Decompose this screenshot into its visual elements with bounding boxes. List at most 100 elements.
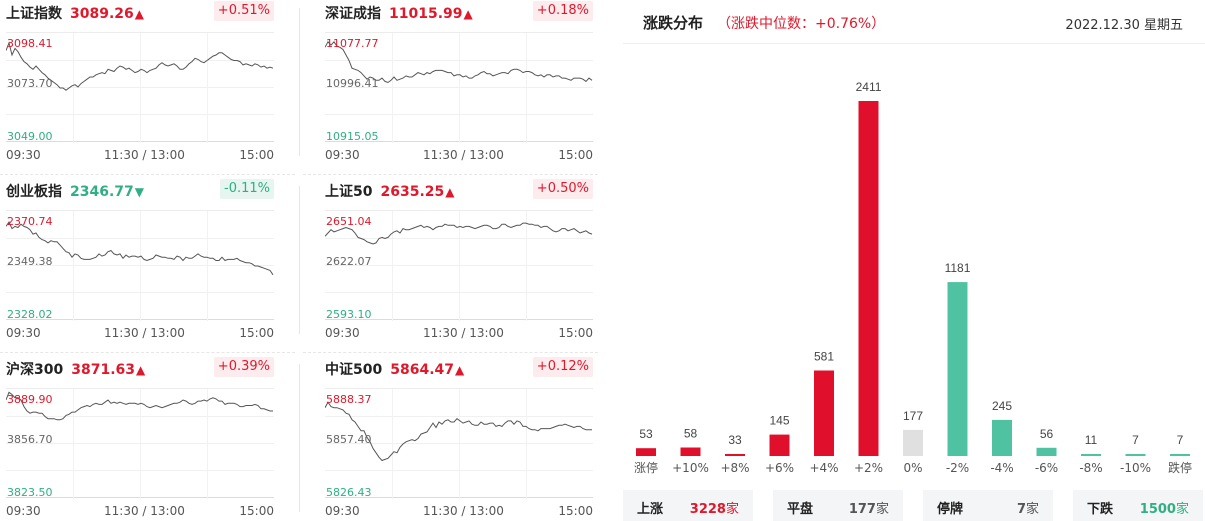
chart-low-label: 10915.05 [326,130,379,143]
distribution-panel: 涨跌分布 （涨跌中位数：+0.76%） 2022.12.30 星期五 53 涨停 5… [623,0,1205,521]
index-card-2[interactable]: 深证成指 11015.99▲ +0.18% 11077.77 10996.41 1… [325,0,593,171]
summary-unit: 家 [875,502,889,517]
bar-+10% [680,447,701,456]
summary-unit: 家 [725,502,739,517]
summary-count: 7 [1016,502,1026,517]
intraday-chart: 11077.77 10996.41 10915.05 [325,32,593,143]
time-mid-label: 11:30 / 13:00 [104,148,185,162]
index-card-5[interactable]: 沪深300 3871.63▲ +0.39% 3889.90 3856.70 382… [6,356,274,521]
summary-label: 停牌 [937,502,964,517]
time-axis: 09:30 11:30 / 13:00 15:00 [325,504,593,518]
bar-category-label: +6% [765,461,794,475]
chart-high-label: 3889.90 [7,393,53,406]
bar-category-label: 跌停 [1168,460,1192,475]
summary-item: 下跌 1500家 [1073,490,1203,521]
summary-value: 177家 [849,498,889,517]
summary-label: 上涨 [637,502,664,517]
index-change-badge: +0.50% [532,179,593,199]
bar-category-label: +2% [854,461,883,475]
index-change-badge: +0.12% [532,357,593,377]
row-divider [303,352,598,353]
distribution-header: 涨跌分布 （涨跌中位数：+0.76%） 2022.12.30 星期五 [623,0,1205,44]
chart-low-label: 2593.10 [326,308,372,321]
bar-0% [903,429,923,456]
bar-category-label: -4% [990,461,1013,475]
bar-category-label: +4% [809,461,838,475]
index-card-4[interactable]: 上证50 2635.25▲ +0.50% 2651.04 2622.07 2593… [325,178,593,349]
summary-item: 停牌 7家 [923,490,1053,521]
summary-item: 上涨 3228家 [623,490,753,521]
bar-category-label: +8% [720,461,749,475]
bar-value-label: 7 [1177,433,1184,447]
summary-label: 下跌 [1087,502,1114,517]
bar-+4% [814,370,834,456]
time-end-label: 15:00 [239,148,274,162]
bar-value-label: 2411 [856,80,882,94]
bar-跌停 [1170,454,1190,456]
index-card-6[interactable]: 中证500 5864.47▲ +0.12% 5888.37 5857.40 582… [325,356,593,521]
index-change-badge: +0.18% [532,1,593,21]
index-change-badge: +0.51% [213,1,274,21]
time-start-label: 09:30 [325,504,360,518]
index-card-1[interactable]: 上证指数 3089.26▲ +0.51% 3098.41 3073.70 3049… [6,0,274,171]
chart-mid-label: 2622.07 [326,255,372,268]
bar-value-label: 33 [728,433,742,447]
summary-count: 3228 [689,502,726,517]
time-start-label: 09:30 [325,148,360,162]
summary-value: 3228家 [690,498,739,517]
bar-category-label: 涨停 [634,460,658,475]
time-start-label: 09:30 [6,326,41,340]
index-header: 中证500 5864.47▲ +0.12% [325,356,593,380]
chart-mid-label: 2349.38 [7,255,53,268]
index-header: 深证成指 11015.99▲ +0.18% [325,0,593,24]
chart-mid-label: 10996.41 [326,77,379,90]
bar--8% [1081,454,1101,456]
bar--4% [992,419,1012,456]
time-start-label: 09:30 [6,504,41,518]
bar-value-label: 1181 [945,261,971,275]
time-mid-label: 11:30 / 13:00 [423,504,504,518]
distribution-title: 涨跌分布 [643,14,704,32]
bar-value-label: 581 [814,350,834,364]
index-header: 沪深300 3871.63▲ +0.39% [6,356,274,380]
row-divider [0,352,295,353]
chart-low-label: 5826.43 [326,486,372,499]
index-price: 5864.47 [390,362,454,378]
index-change-badge: +0.39% [213,357,274,377]
bar-value-label: 145 [769,414,789,428]
index-arrow-icon: ▲ [463,7,473,21]
bar-+6% [769,434,790,456]
chart-high-label: 2651.04 [326,215,372,228]
time-end-label: 15:00 [239,504,274,518]
time-axis: 09:30 11:30 / 13:00 15:00 [6,504,274,518]
chart-mid-label: 3856.70 [7,433,53,446]
intraday-chart: 3889.90 3856.70 3823.50 [6,388,274,499]
index-arrow-icon: ▲ [445,185,455,199]
summary-unit: 家 [1025,502,1039,517]
intraday-chart: 2370.74 2349.38 2328.02 [6,210,274,321]
index-arrow-icon: ▲ [134,7,144,21]
bar-category-label: -10% [1120,461,1151,475]
bar-value-label: 53 [639,427,653,441]
chart-mid-label: 3073.70 [7,77,53,90]
index-price: 3089.26 [70,6,134,22]
chart-low-label: 3049.00 [7,130,53,143]
chart-mid-label: 5857.40 [326,433,372,446]
row-divider [303,174,598,175]
intraday-chart: 5888.37 5857.40 5826.43 [325,388,593,499]
index-card-3[interactable]: 创业板指 2346.77▼ -0.11% 2370.74 2349.38 2328… [6,178,274,349]
bar-value-label: 56 [1040,427,1054,441]
intraday-line [325,401,592,462]
bar-涨停 [636,448,656,456]
bar-value-label: 58 [684,427,698,441]
bar-+8% [725,454,745,456]
column-divider [299,8,300,156]
bar-value-label: 177 [903,409,923,423]
index-price: 11015.99 [389,6,463,22]
time-end-label: 15:00 [558,148,593,162]
time-mid-label: 11:30 / 13:00 [104,326,185,340]
time-end-label: 15:00 [239,326,274,340]
index-name: 深证成指 [325,6,381,22]
index-name: 中证500 [325,362,383,378]
index-name: 沪深300 [6,362,64,378]
